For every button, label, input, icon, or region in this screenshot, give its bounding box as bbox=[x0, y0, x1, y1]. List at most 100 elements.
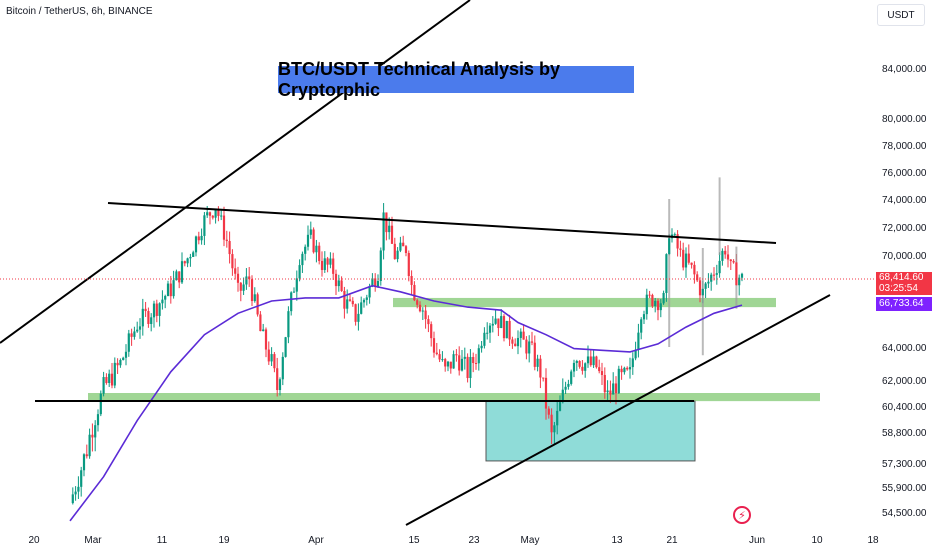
candle bbox=[536, 358, 539, 367]
candle bbox=[166, 283, 170, 297]
candle bbox=[572, 362, 576, 372]
candle bbox=[676, 234, 679, 249]
candle bbox=[253, 294, 256, 302]
candle bbox=[449, 361, 452, 369]
candle bbox=[178, 271, 181, 283]
candle bbox=[600, 371, 604, 375]
candle bbox=[603, 374, 606, 393]
y-tick-label: 84,000.00 bbox=[882, 64, 927, 75]
candle bbox=[701, 288, 704, 296]
candle bbox=[183, 261, 186, 264]
y-tick-label: 74,000.00 bbox=[882, 195, 927, 206]
candle bbox=[287, 311, 290, 338]
candle bbox=[668, 238, 671, 255]
ascending-channel-line bbox=[0, 0, 471, 344]
candle bbox=[567, 383, 570, 387]
candle bbox=[382, 212, 385, 251]
candle bbox=[301, 253, 304, 266]
candle bbox=[612, 383, 615, 395]
candle bbox=[141, 308, 144, 327]
y-tick-label: 80,000.00 bbox=[882, 114, 927, 125]
candle bbox=[472, 357, 475, 364]
candle bbox=[474, 363, 478, 365]
chart-title: BTC/USDT Technical Analysis by Cryptorph… bbox=[278, 59, 634, 100]
candle bbox=[402, 242, 405, 247]
candle bbox=[651, 294, 654, 307]
descending-resistance-line bbox=[107, 202, 777, 244]
tradingview-logo-icon[interactable]: ⚡ bbox=[733, 506, 751, 524]
ma-value-tag: 66,733.64 bbox=[876, 297, 932, 311]
candle bbox=[124, 351, 128, 358]
candle bbox=[598, 367, 601, 372]
candle bbox=[102, 377, 105, 394]
candle bbox=[740, 273, 744, 278]
x-tick-label: 19 bbox=[218, 535, 230, 546]
candle bbox=[348, 299, 352, 301]
time-axis[interactable]: 20 Mar 11 19 Apr 15 23 May 13 21 Jun 10 18 bbox=[28, 535, 879, 546]
y-tick-label: 58,800.00 bbox=[882, 428, 927, 439]
candle bbox=[298, 265, 301, 279]
candle bbox=[245, 276, 248, 285]
x-tick-label: 11 bbox=[157, 535, 168, 546]
price-axis[interactable]: 84,000.00 80,000.00 78,000.00 76,000.00 74,0… bbox=[882, 64, 927, 519]
candle bbox=[320, 260, 324, 270]
candle bbox=[606, 390, 609, 393]
candle bbox=[463, 356, 466, 359]
candle bbox=[455, 354, 458, 356]
candle bbox=[542, 377, 545, 379]
candle bbox=[522, 331, 525, 340]
candle bbox=[698, 280, 702, 296]
candle bbox=[480, 345, 483, 349]
candle bbox=[427, 319, 430, 325]
candle bbox=[273, 354, 276, 369]
candle bbox=[399, 242, 402, 251]
candle bbox=[491, 323, 494, 326]
candle bbox=[570, 371, 573, 384]
candle bbox=[326, 258, 329, 265]
candle bbox=[469, 357, 472, 379]
candle bbox=[77, 486, 80, 492]
candle bbox=[155, 303, 158, 316]
candle bbox=[110, 373, 114, 386]
candle bbox=[99, 393, 102, 415]
support-zone-upper bbox=[393, 297, 776, 308]
candle bbox=[444, 359, 447, 367]
candle bbox=[514, 343, 517, 347]
candle bbox=[497, 318, 500, 329]
candle bbox=[656, 300, 660, 311]
x-tick-label: Jun bbox=[749, 535, 765, 546]
last-price-tag: 68,414.60 03:25:54 bbox=[876, 272, 932, 295]
candle bbox=[189, 256, 192, 259]
x-tick-label: Apr bbox=[308, 535, 324, 546]
candle bbox=[410, 276, 413, 285]
candle bbox=[206, 212, 209, 216]
candle bbox=[393, 243, 396, 260]
candle bbox=[203, 215, 206, 236]
candle bbox=[220, 215, 223, 217]
candle bbox=[578, 361, 581, 367]
candle bbox=[539, 358, 542, 378]
candle bbox=[292, 291, 296, 293]
candle bbox=[332, 258, 335, 274]
candle bbox=[116, 362, 119, 366]
currency-badge[interactable]: USDT bbox=[877, 4, 925, 26]
candle bbox=[696, 274, 699, 281]
candle bbox=[96, 414, 100, 426]
candle bbox=[388, 225, 391, 233]
ascending-support-line bbox=[405, 294, 831, 526]
candle bbox=[500, 316, 503, 329]
candle bbox=[309, 229, 312, 235]
candle bbox=[306, 234, 310, 247]
candle bbox=[508, 320, 511, 340]
x-tick-label: 21 bbox=[666, 535, 678, 546]
candle bbox=[533, 342, 536, 367]
candle bbox=[528, 341, 531, 354]
candle bbox=[228, 241, 231, 255]
y-tick-label: 70,000.00 bbox=[882, 251, 927, 262]
candle bbox=[584, 363, 587, 371]
demand-zone-box bbox=[485, 400, 696, 462]
candle bbox=[169, 283, 172, 297]
y-tick-label: 55,900.00 bbox=[882, 483, 927, 494]
candle bbox=[687, 253, 690, 263]
